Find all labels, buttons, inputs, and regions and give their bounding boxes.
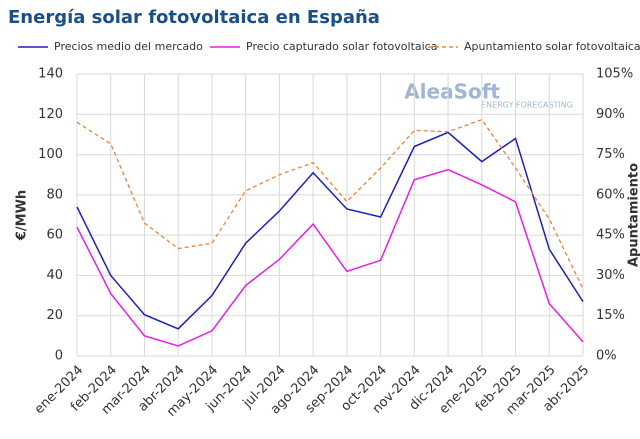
chart-title: Energía solar fotovoltaica en España: [8, 7, 380, 28]
y-tick-label: 80: [46, 187, 63, 202]
y-tick-label: 0: [55, 349, 63, 364]
y2-tick-label: 60%: [596, 187, 625, 202]
y2-tick-label: 45%: [596, 228, 625, 243]
legend-label: Apuntamiento solar fotovoltaica: [464, 40, 640, 53]
y2-tick-label: 90%: [596, 107, 625, 122]
y-tick-label: 120: [38, 107, 63, 122]
series-line: [76, 168, 584, 347]
y2-tick-label: 75%: [596, 147, 625, 162]
y2-tick-label: 105%: [596, 67, 633, 82]
series-line: [76, 131, 584, 330]
y-tick-label: 60: [46, 228, 63, 243]
y2-tick-label: 15%: [596, 308, 625, 323]
y-tick-label: 40: [46, 268, 63, 283]
legend-label: Precios medio del mercado: [54, 40, 203, 53]
y2-tick-label: 30%: [596, 268, 625, 283]
y2-axis-title: Apuntamiento: [627, 163, 640, 267]
y-tick-label: 20: [46, 308, 63, 323]
watermark-brand: AleaSoft: [404, 80, 500, 104]
y-tick-label: 100: [38, 147, 63, 162]
y2-tick-label: 0%: [596, 349, 617, 364]
watermark-tagline: ENERGY FORECASTING: [481, 101, 573, 110]
y-tick-label: 140: [38, 67, 63, 82]
series-line: [76, 118, 584, 290]
legend-label: Precio capturado solar fotovoltaica: [246, 40, 437, 53]
y-axis-title: €/MWh: [15, 190, 30, 241]
